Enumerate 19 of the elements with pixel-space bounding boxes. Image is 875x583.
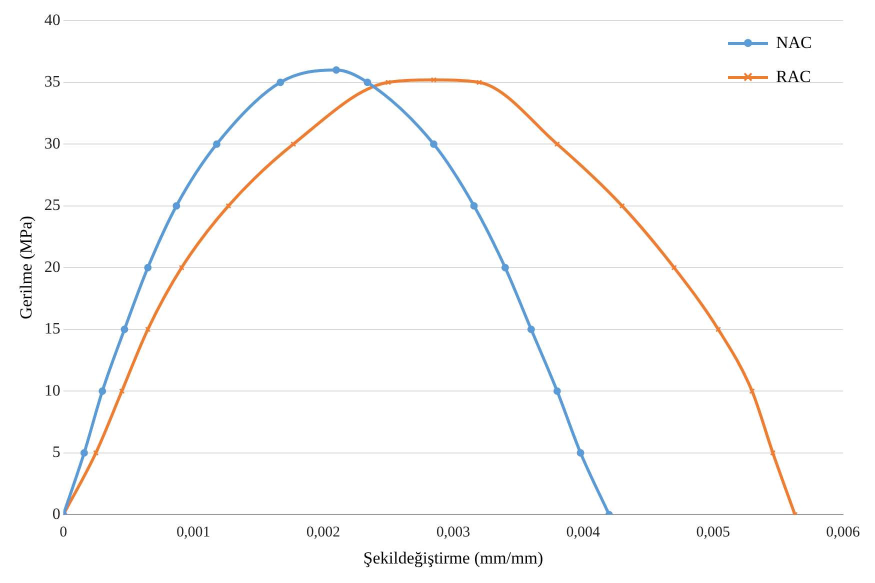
x-tick-label: 0,005 [696, 524, 730, 541]
y-tick-label: 10 [44, 382, 60, 400]
legend-label: RAC [776, 66, 811, 87]
y-tick-label: 30 [44, 135, 60, 152]
x-tick-label: 0,003 [436, 524, 470, 541]
y-tick-label: 25 [44, 197, 60, 214]
x-tick-label: 0,001 [176, 524, 210, 541]
y-tick-label: 20 [44, 258, 60, 276]
y-axis-title: Gerilme (MPa) [16, 216, 36, 320]
x-axis-title: Şekildeğiştirme (mm/mm) [363, 548, 544, 568]
y-tick-label: 15 [44, 320, 60, 338]
x-tick-label: 0,002 [306, 524, 340, 541]
y-tick-label: 0 [52, 506, 60, 523]
y-tick-label: 5 [52, 444, 60, 462]
y-tick-label: 40 [44, 12, 60, 29]
legend-label: NAC [776, 32, 812, 53]
y-tick-label: 35 [44, 74, 60, 91]
x-tick-label: 0,004 [566, 524, 601, 541]
x-tick-label: 0,006 [826, 524, 860, 541]
